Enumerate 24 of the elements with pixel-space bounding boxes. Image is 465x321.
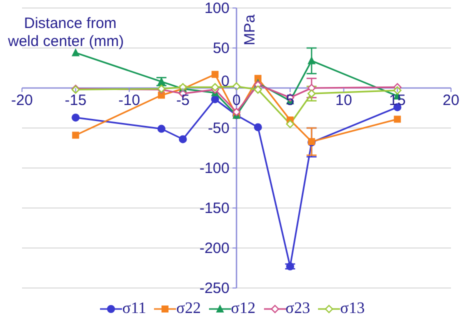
y-axis-title: MPa (242, 14, 258, 46)
legend-label: σ12 (230, 300, 256, 318)
legend-label: σ13 (340, 300, 365, 318)
y-tick-label: -150 (199, 200, 230, 217)
x-tick-label: -5 (176, 92, 190, 109)
y-tick-label: -200 (199, 240, 230, 257)
y-tick-label: 0 (221, 73, 230, 90)
x-tick-label: 10 (335, 92, 352, 109)
x-tick-label: -10 (118, 92, 140, 109)
legend-label: σ23 (286, 300, 310, 318)
x-tick-label: 5 (286, 92, 294, 109)
y-tick-label: -50 (208, 120, 230, 137)
x-tick-label: 20 (442, 92, 460, 109)
y-tick-label: -100 (199, 160, 230, 177)
x-tick-label: 0 (232, 92, 241, 109)
x-tick-label: 15 (389, 92, 406, 109)
y-tick-label: 100 (204, 0, 230, 17)
x-tick-label: -20 (11, 92, 33, 109)
x-tick-label: -15 (64, 92, 86, 109)
y-tick-label: -250 (199, 280, 230, 297)
legend-label: σ22 (176, 300, 201, 318)
y-tick-label: 50 (212, 40, 230, 57)
x-axis-title: Distance from weld center (mm) (7, 15, 124, 50)
legend-label: σ11 (122, 300, 146, 318)
